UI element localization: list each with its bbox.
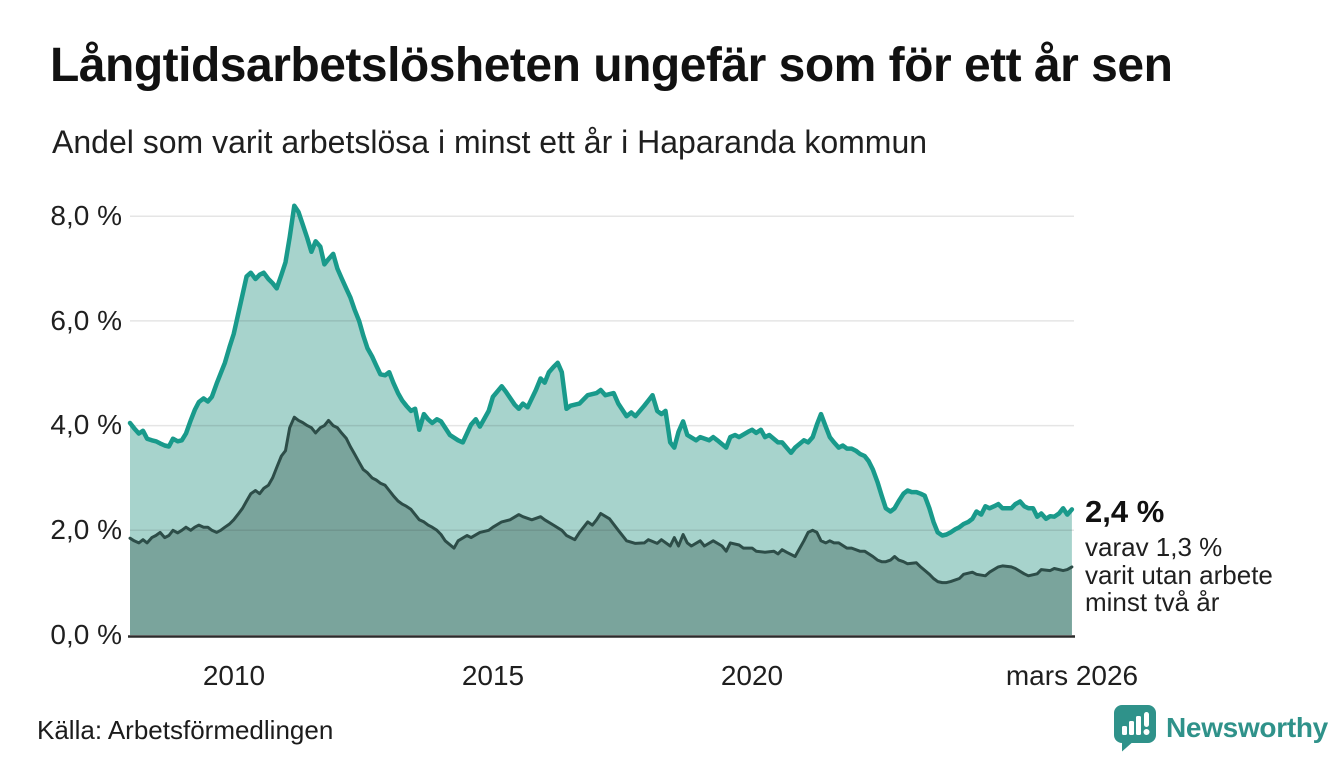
- x-axis-tick-label: mars 2026: [1005, 660, 1139, 691]
- x-axis-tick-label: 2010: [202, 660, 266, 691]
- y-axis-tick-label: 0,0 %: [50, 619, 122, 650]
- newsworthy-logo-text: Newsworthy: [1166, 712, 1328, 743]
- y-axis-tick-label: 2,0 %: [50, 514, 122, 545]
- x-axis-tick-label: 2015: [461, 660, 525, 691]
- latest-value-sublabel: varav 1,3 % varit utan arbete minst två …: [1085, 532, 1273, 617]
- newsworthy-logo-icon: [1114, 705, 1156, 752]
- line-unemployed-one-year: [127, 203, 1075, 538]
- latest-value-subline: varav 1,3 %: [1085, 532, 1223, 562]
- chart-subtitle: Andel som varit arbetslösa i minst ett å…: [52, 124, 928, 160]
- page-title: Långtidsarbetslösheten ungefär som för e…: [50, 39, 1173, 92]
- line-unemployed-two-years: [128, 415, 1074, 585]
- newsworthy-logo: Newsworthy: [1113, 704, 1328, 752]
- latest-value-subline: varit utan arbete: [1085, 559, 1273, 590]
- source-note: Källa: Arbetsförmedlingen: [37, 715, 334, 745]
- y-axis-tick-label: 4,0 %: [50, 409, 122, 440]
- latest-value-label: 2,4 %: [1085, 494, 1165, 529]
- x-axis-tick-label: 2020: [720, 660, 784, 691]
- y-axis-tick-label: 6,0 %: [50, 305, 122, 336]
- latest-value-subline: minst två år: [1085, 587, 1220, 617]
- y-axis-tick-label: 8,0 %: [50, 200, 122, 231]
